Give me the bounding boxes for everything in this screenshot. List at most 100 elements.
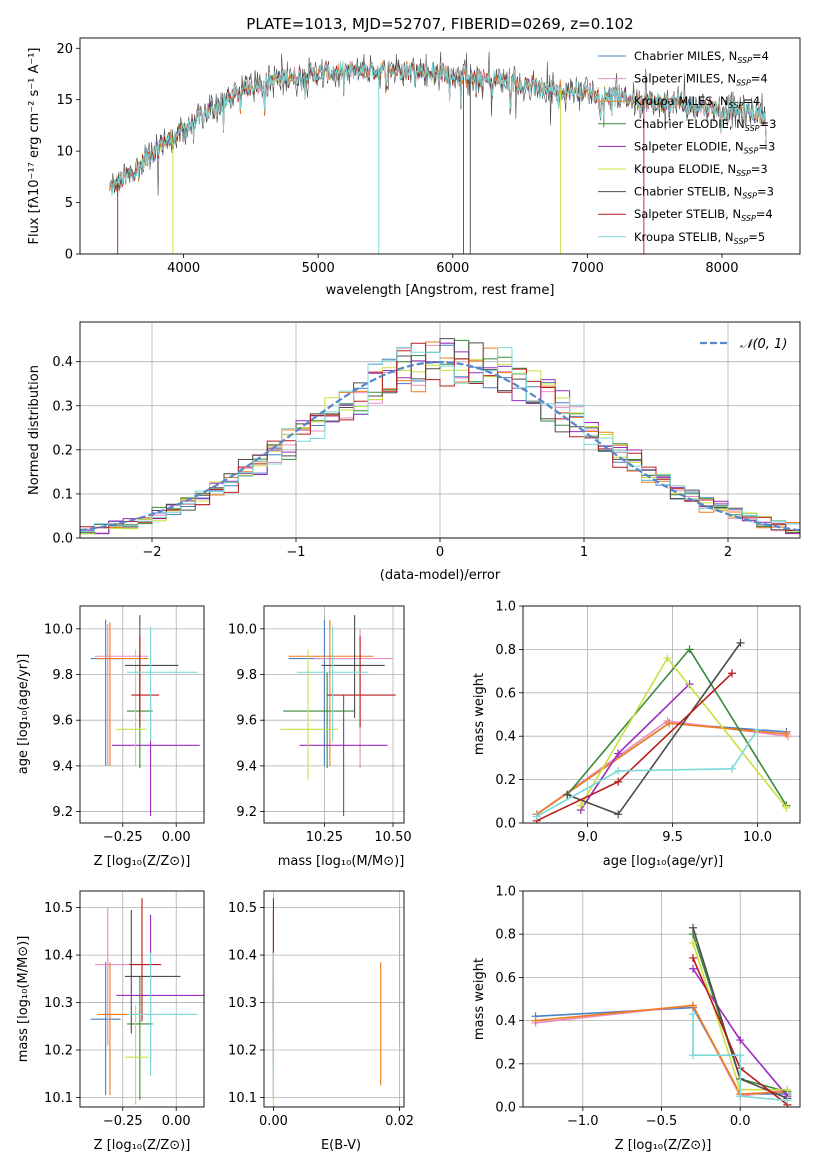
- x-tick-label: 8000: [705, 261, 738, 276]
- axes-frame: [263, 605, 405, 824]
- weight-line: [536, 729, 759, 818]
- weight-marker: [783, 1085, 792, 1094]
- weight-marker: [688, 923, 697, 932]
- y-tick-label: 9.4: [52, 759, 73, 774]
- spectrum-panel: 4000 5000 6000 7000 8000 0 5 10 15 20 Chabrier MIL…: [56, 37, 801, 276]
- y-tick-label: 9.8: [52, 668, 73, 683]
- x-tick-label: 0.02: [385, 1114, 414, 1129]
- weight-marker: [736, 1051, 745, 1060]
- weight-marker: [782, 803, 791, 812]
- x-tick-label: 2: [724, 545, 732, 560]
- x-tick-label: 1: [580, 545, 588, 560]
- x-tick-label: 0.00: [259, 1114, 288, 1129]
- y-tick-label: 0.0: [495, 817, 516, 832]
- legend-entry: Salpeter STELIB, NSSP=4: [634, 207, 773, 223]
- x-tick-label: 0: [436, 545, 444, 560]
- weight-marker: [614, 777, 623, 786]
- y-tick-label: 10.3: [228, 996, 257, 1011]
- histogram-line: [80, 339, 800, 535]
- spectrum-legend: Chabrier MILES, NSSP=4 Salpeter MILES, NS…: [598, 49, 776, 246]
- legend-entry: 𝒩(0, 1): [740, 337, 787, 352]
- axes-frame: [79, 890, 205, 1108]
- metallicity-weight-panel: −1.0 −0.5 0.0 0.0 0.2 0.4 0.6 0.8 1.0: [495, 885, 801, 1129]
- y-tick-label: 1.0: [495, 600, 516, 615]
- weight-marker: [688, 953, 697, 962]
- x-tick-label: 10.25: [306, 830, 343, 845]
- axes-frame: [263, 890, 405, 1108]
- extinction-mass-panel: 0.00 0.02 10.1 10.2 10.3 10.4 10.5: [228, 890, 414, 1129]
- legend-entry: Chabrier MILES, NSSP=4: [634, 49, 769, 65]
- y-tick-label: 5: [65, 196, 73, 211]
- y-tick-label: 0.2: [495, 1057, 516, 1072]
- y-tick-label: 10.5: [44, 901, 73, 916]
- Z-weight-y-label: mass weight: [472, 958, 487, 1040]
- y-tick-label: 0.4: [495, 1014, 516, 1029]
- weight-series: [531, 923, 792, 1107]
- age-weight-x-label: age [log₁₀(age/yr)]: [603, 854, 724, 869]
- x-tick-label: −2: [142, 545, 161, 560]
- legend-entry: Salpeter MILES, NSSP=4: [634, 72, 768, 88]
- y-tick-label: 9.4: [236, 759, 257, 774]
- legend-entry: Salpeter ELODIE, NSSP=3: [634, 139, 775, 155]
- weight-marker: [736, 1036, 745, 1045]
- age-weight-y-label: mass weight: [472, 673, 487, 755]
- Z-mass-y-label: mass [log₁₀(M/M⊙)]: [16, 936, 31, 1063]
- axes-frame: [522, 605, 801, 824]
- y-tick-label: 10.1: [228, 1091, 257, 1106]
- weight-marker: [665, 719, 674, 728]
- error-bars: [272, 898, 401, 1105]
- weight-marker: [614, 766, 623, 775]
- weight-marker: [728, 669, 737, 678]
- spectrum-lines: [109, 51, 767, 254]
- x-tick-label: 5000: [302, 261, 335, 276]
- error-bars: [90, 898, 204, 1105]
- y-tick-label: 15: [56, 93, 73, 108]
- y-tick-label: 0.6: [495, 971, 516, 986]
- weight-marker: [531, 1016, 540, 1025]
- weight-marker: [614, 810, 623, 819]
- weight-marker: [688, 938, 697, 947]
- y-tick-label: 10.4: [228, 949, 257, 964]
- legend-entry: Kroupa ELODIE, NSSP=3: [634, 162, 768, 178]
- x-tick-label: 9.5: [662, 830, 683, 845]
- metallicity-age-panel: −0.25 0.00 9.2 9.4 9.6 9.8 10.0: [44, 605, 205, 845]
- x-tick-label: −1: [286, 545, 305, 560]
- error-bars: [90, 615, 200, 817]
- axes-frame: [79, 605, 205, 824]
- y-tick-label: 10.1: [44, 1091, 73, 1106]
- x-tick-label: 0.00: [162, 1114, 191, 1129]
- y-tick-label: 10.0: [44, 622, 73, 637]
- y-tick-label: 10.5: [228, 901, 257, 916]
- legend-entry: Kroupa MILES, NSSP=4: [634, 94, 760, 110]
- y-tick-label: 10.2: [228, 1044, 257, 1059]
- axes-frame: [79, 321, 801, 539]
- spectrum-line: [109, 61, 767, 196]
- Z-age-x-label: Z [log₁₀(Z/Z⊙)]: [94, 854, 191, 869]
- x-tick-label: 4000: [167, 261, 200, 276]
- y-tick-label: 10.3: [44, 996, 73, 1011]
- weight-marker: [728, 764, 737, 773]
- legend-entry: Chabrier STELIB, NSSP=3: [634, 185, 774, 201]
- y-tick-label: 0.8: [495, 643, 516, 658]
- x-tick-label: 9.0: [577, 830, 598, 845]
- Z-age-y-label: age [log₁₀(age/yr)]: [16, 654, 31, 775]
- x-tick-label: 0.00: [162, 830, 191, 845]
- y-tick-label: 0.3: [52, 399, 73, 414]
- weight-marker: [688, 1001, 697, 1010]
- residuals-x-label: (data-model)/error: [380, 568, 501, 583]
- y-tick-label: 0.6: [495, 686, 516, 701]
- legend-entry: Kroupa STELIB, NSSP=5: [634, 230, 765, 246]
- weight-marker: [563, 790, 572, 799]
- x-tick-label: −0.25: [103, 1114, 143, 1129]
- weight-marker: [782, 730, 791, 739]
- weight-marker: [736, 638, 745, 647]
- weight-marker: [753, 725, 762, 734]
- weight-marker: [688, 1010, 697, 1019]
- spectrum-x-label: wavelength [Angstrom, rest frame]: [326, 283, 555, 298]
- x-tick-label: −1.0: [567, 1114, 599, 1129]
- y-tick-label: 10.2: [44, 1044, 73, 1059]
- spectrum-y-label: Flux [fλ10⁻¹⁷ erg cm⁻² s⁻¹ A⁻¹]: [27, 48, 42, 245]
- y-tick-label: 10.0: [228, 622, 257, 637]
